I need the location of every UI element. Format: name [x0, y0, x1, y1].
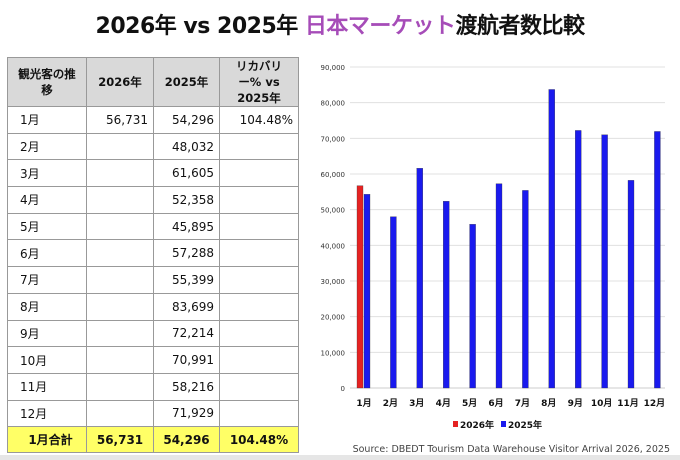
- x-tick-label: 3月: [409, 398, 424, 409]
- x-tick-label: 6月: [488, 398, 503, 409]
- table-row: 5月 45,895: [7, 212, 299, 241]
- x-tick-label: 10月: [591, 398, 613, 409]
- y-tick-label: 70,000: [321, 135, 346, 143]
- table-cell: [86, 186, 154, 214]
- y-tick-label: 50,000: [321, 207, 346, 215]
- table-row: 7月 55,399: [7, 266, 299, 294]
- bar-2025年-9月: [575, 130, 582, 389]
- table-cell: 2月: [7, 132, 87, 161]
- table-row: 4月 52,358: [7, 186, 299, 214]
- y-tick-label: 10,000: [321, 349, 346, 357]
- table-cell: 56,731: [86, 106, 154, 134]
- total-cell: 1月合計: [7, 426, 87, 454]
- header-cell: リカバリー% vs 2025年: [219, 57, 299, 107]
- x-tick-label: 11月: [617, 398, 639, 409]
- table-cell: [219, 346, 299, 374]
- table-cell: [219, 319, 299, 348]
- bar-2025年-7月: [522, 190, 529, 389]
- table-cell: [86, 266, 154, 294]
- table-cell: [219, 159, 299, 188]
- source-note: Source: DBEDT Tourism Data Warehouse Vis…: [352, 444, 670, 455]
- y-tick-label: 80,000: [321, 100, 346, 108]
- table-cell: [219, 212, 299, 241]
- legend-swatch: [501, 421, 506, 427]
- bar-2025年-5月: [469, 224, 476, 389]
- total-row: 1月合計 56,731 54,296 104.48%: [7, 426, 299, 454]
- table-row: 6月 57,288: [7, 239, 299, 268]
- y-tick-label: 40,000: [321, 242, 346, 250]
- table-row: 12月 71,929: [7, 399, 299, 428]
- table-cell: 6月: [7, 239, 87, 268]
- bar-2025年-6月: [495, 183, 503, 389]
- table-cell: [86, 399, 154, 428]
- table-cell: 104.48%: [219, 106, 299, 134]
- bar-2025年-1月: [363, 194, 371, 389]
- table-cell: 3月: [7, 159, 87, 188]
- total-cell: 104.48%: [219, 426, 299, 454]
- y-tick-label: 20,000: [321, 314, 346, 322]
- page-title: 2026年 vs 2025年 日本マーケット渡航者数比較: [0, 8, 680, 40]
- x-tick-label: 7月: [515, 398, 530, 409]
- title-part1: 2026年 vs 2025年: [95, 14, 305, 39]
- x-tick-label: 4月: [436, 398, 451, 409]
- table-cell: [86, 319, 154, 348]
- table-cell: [219, 186, 299, 214]
- table-row: 1月 56,731 54,296 104.48%: [7, 106, 299, 134]
- table-cell: 71,929: [153, 399, 220, 428]
- table-cell: [86, 132, 154, 161]
- table-cell: 11月: [7, 372, 87, 401]
- table-row: 2月 48,032: [7, 132, 299, 161]
- table-cell: [219, 399, 299, 428]
- table-cell: [86, 212, 154, 241]
- total-cell: 54,296: [153, 426, 220, 454]
- header-cell: 2025年: [153, 57, 220, 107]
- x-tick-label: 9月: [568, 398, 583, 409]
- total-cell: 56,731: [86, 426, 154, 454]
- table-cell: 7月: [7, 266, 87, 294]
- table-cell: 83,699: [153, 292, 220, 321]
- bar-2025年-4月: [443, 201, 450, 389]
- table-cell: [219, 266, 299, 294]
- y-tick-label: 90,000: [321, 64, 346, 72]
- legend-swatch: [453, 421, 458, 427]
- table-cell: [86, 346, 154, 374]
- x-tick-label: 2月: [383, 398, 398, 409]
- bar-2026年-1月: [356, 185, 364, 389]
- x-tick-label: 5月: [462, 398, 477, 409]
- bar-2025年-10月: [601, 134, 608, 389]
- x-tick-label: 1月: [356, 398, 371, 409]
- table-row: 9月 72,214: [7, 319, 299, 348]
- legend-label: 2026年: [460, 419, 494, 431]
- bar-2025年-8月: [548, 89, 555, 389]
- table-cell: 5月: [7, 212, 87, 241]
- bar-2025年-3月: [416, 168, 423, 389]
- data-table: 観光客の推移 2026年 2025年 リカバリー% vs 2025年 1月 56,…: [7, 57, 299, 454]
- table-cell: 4月: [7, 186, 87, 214]
- table-cell: [219, 239, 299, 268]
- table-cell: 55,399: [153, 266, 220, 294]
- table-cell: 52,358: [153, 186, 220, 214]
- table-row: 3月 61,605: [7, 159, 299, 188]
- x-tick-label: 12月: [644, 398, 666, 409]
- table-cell: [86, 292, 154, 321]
- table-cell: [219, 292, 299, 321]
- bar-2025年-12月: [654, 131, 661, 389]
- x-tick-label: 8月: [541, 398, 556, 409]
- bottom-band: [0, 455, 680, 460]
- y-tick-label: 0: [341, 385, 345, 393]
- table-cell: 10月: [7, 346, 87, 374]
- table-cell: 57,288: [153, 239, 220, 268]
- bar-2025年-2月: [390, 216, 397, 389]
- y-tick-label: 60,000: [321, 171, 346, 179]
- table-cell: 70,991: [153, 346, 220, 374]
- y-tick-label: 30,000: [321, 278, 346, 286]
- title-part2: 渡航者数比較: [455, 14, 585, 39]
- title-highlight: 日本マーケット: [304, 14, 456, 39]
- bar-2025年-11月: [627, 180, 635, 389]
- table-row: 10月 70,991: [7, 346, 299, 374]
- legend-label: 2025年: [508, 419, 542, 431]
